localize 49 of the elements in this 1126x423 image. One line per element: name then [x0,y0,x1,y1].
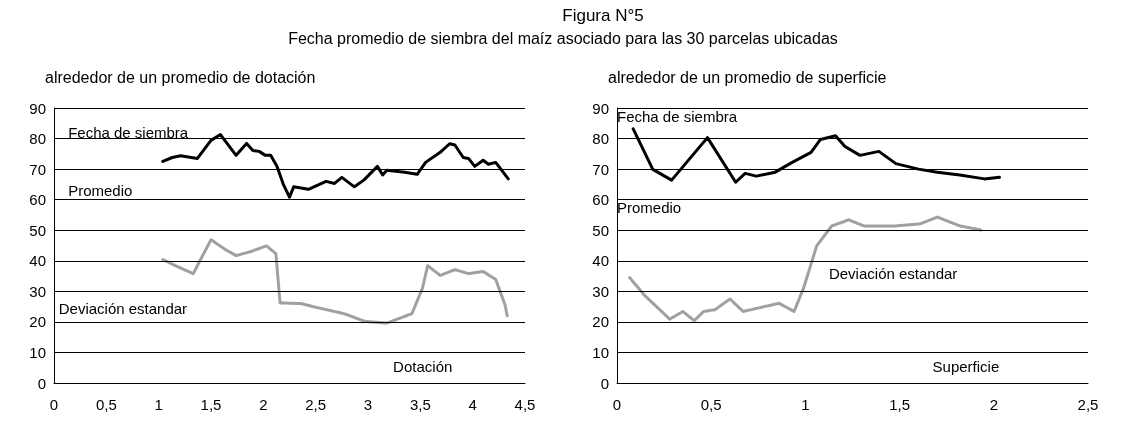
annotation: Promedio [617,198,682,216]
x-tick-label: 4 [468,396,477,413]
x-tick-label: 1 [801,396,810,413]
y-tick-label: 10 [592,343,609,361]
y-tick-label: 30 [29,282,46,300]
y-tick-label: 90 [29,99,46,117]
x-tick-label: 2,5 [1077,396,1099,413]
x-tick-label: 3 [363,396,373,413]
x-tick-label: 2,5 [305,396,327,413]
x-tick-label: 3,5 [409,396,431,413]
x-tick-label: 4,5 [514,396,536,413]
annotation: Fecha de siembra [68,124,189,142]
y-tick-label: 50 [29,221,46,239]
y-tick-label: 20 [29,313,46,331]
y-tick-label: 50 [592,221,609,239]
x-tick-label: 2 [989,396,998,413]
y-tick-label: 70 [592,160,609,178]
text: Fecha promedio de siembra del maíz asociado para las 30 parcelas ubicadas [287,30,839,48]
annotation: Dotación [393,358,453,375]
x-tick-label: 1,5 [200,396,222,413]
annotation: Fecha de siembra [617,107,738,125]
y-tick-label: 0 [600,374,609,392]
y-tick-label: 40 [29,252,46,270]
chart-title: alrededor de un promedio de superficie [608,68,887,86]
annotation: Deviación estandar [828,264,958,282]
y-tick-label: 90 [592,99,609,117]
y-tick-label: 70 [29,160,46,178]
chart-title: alrededor de un promedio de dotación [45,68,316,86]
x-tick-label: 1 [154,396,163,413]
y-tick-label: 80 [592,130,609,148]
y-tick-label: 0 [37,374,46,392]
y-tick-label: 80 [29,130,46,148]
x-tick-label: 0 [612,396,622,413]
text: Figura N°5 [561,6,645,26]
annotation: Promedio [68,182,133,199]
x-tick-label: 0,5 [700,396,722,413]
line-series [628,215,983,323]
y-tick-label: 40 [592,252,609,270]
annotation: Deviación estandar [58,300,188,318]
x-tick-label: 2 [259,396,268,413]
y-tick-label: 30 [592,282,609,300]
y-tick-label: 60 [29,191,46,209]
x-tick-label: 1,5 [889,396,911,413]
y-tick-label: 60 [592,191,609,209]
x-tick-label: 0,5 [95,396,117,413]
y-tick-label: 20 [592,313,609,331]
annotation: Superficie [932,358,1000,375]
y-tick-label: 10 [29,343,46,361]
x-tick-label: 0 [49,396,59,413]
